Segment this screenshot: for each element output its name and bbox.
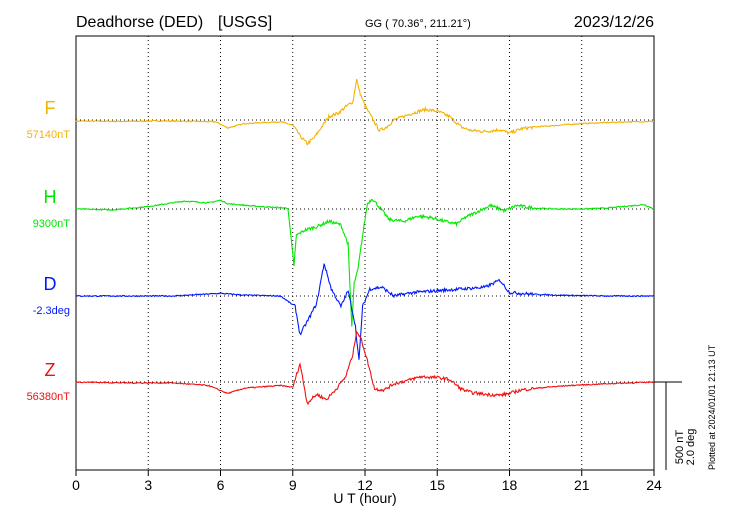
series-baseline-label-d: -2.3deg <box>33 305 70 317</box>
station-title: Deadhorse (DED) <box>76 14 203 31</box>
scale-field-label: 500 nT <box>674 430 686 465</box>
scale-angle-label: 2.0 deg <box>685 429 697 466</box>
series-layer <box>75 78 655 406</box>
label-layer: F 57140nT H 9300nT D -2.3deg Z 56380nT <box>27 98 71 403</box>
source-label: [USGS] <box>218 14 272 31</box>
date-label: 2023/12/26 <box>574 14 654 31</box>
series-baseline-label-h: 9300nT <box>33 218 71 230</box>
series-line-h <box>75 198 655 327</box>
x-tick-label-12: 12 <box>357 477 373 493</box>
x-tick-label-3: 3 <box>144 477 152 493</box>
series-line-d <box>75 263 655 360</box>
scale-bar: 500 nT 2.0 deg <box>654 381 697 470</box>
x-axis-title: U T (hour) <box>333 490 396 506</box>
series-line-f <box>75 78 654 146</box>
x-tick-label-6: 6 <box>217 477 225 493</box>
series-name-f: F <box>45 98 56 118</box>
x-tick-label-15: 15 <box>429 477 445 493</box>
x-tick-label-24: 24 <box>646 477 662 493</box>
x-tick-label-0: 0 <box>72 477 80 493</box>
x-tick-label-21: 21 <box>574 477 590 493</box>
series-baseline-label-f: 57140nT <box>27 129 71 141</box>
series-baseline-label-z: 56380nT <box>27 391 71 403</box>
coords-label: GG ( 70.36°, 211.21°) <box>365 18 471 30</box>
tick-layer: 0 3 6 9 12 15 18 21 24 <box>72 470 662 493</box>
plotted-note: Plotted at 2024/01/01 21:13 UT <box>707 344 717 470</box>
series-name-h: H <box>44 187 57 207</box>
x-tick-label-18: 18 <box>502 477 518 493</box>
series-name-d: D <box>44 274 57 294</box>
x-tick-label-9: 9 <box>289 477 297 493</box>
series-line-z <box>75 330 655 406</box>
series-name-z: Z <box>45 360 56 380</box>
